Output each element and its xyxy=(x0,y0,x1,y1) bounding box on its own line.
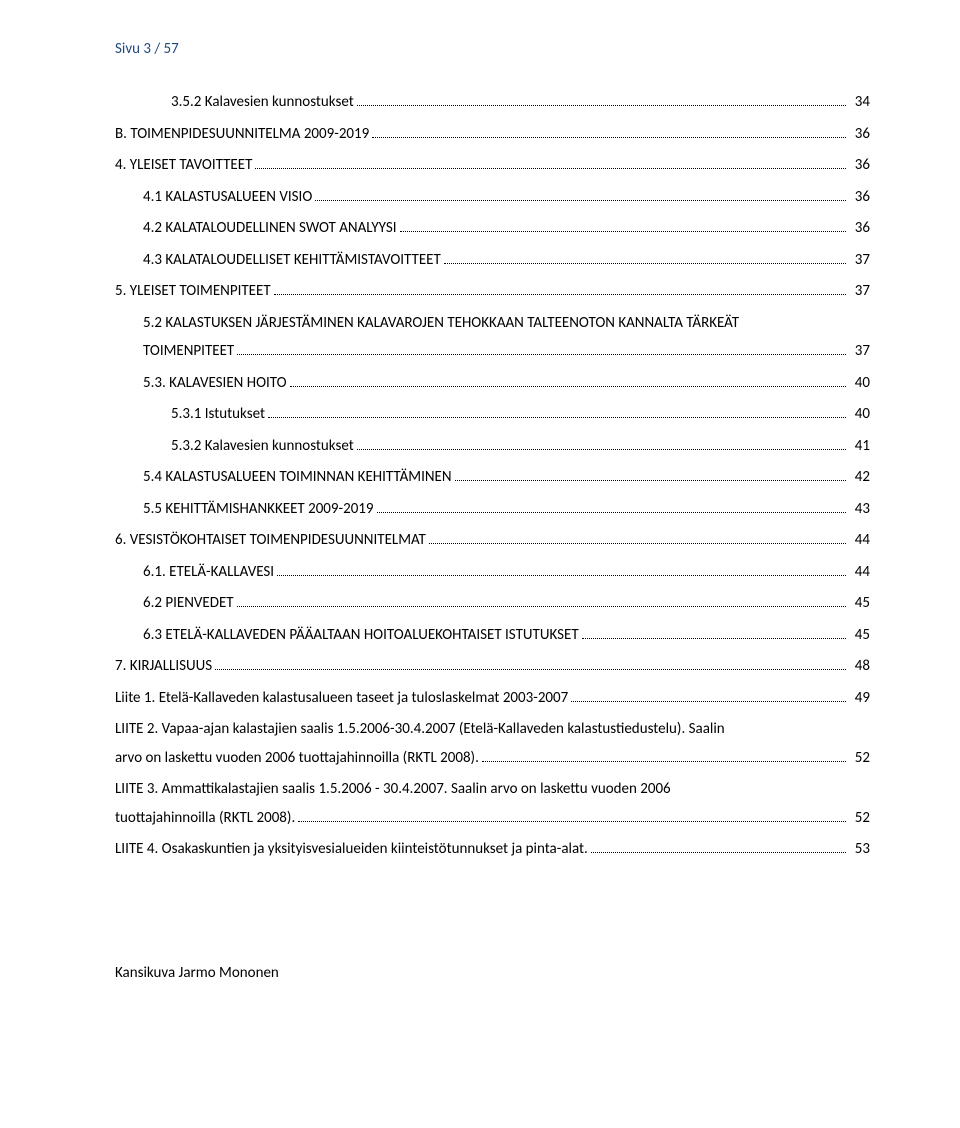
toc-entry: 6. VESISTÖKOHTAISET TOIMENPIDESUUNNITELM… xyxy=(115,526,870,555)
toc-leader-dots xyxy=(455,480,846,481)
toc-page-number: 52 xyxy=(850,804,870,833)
toc-text: tuottajahinnoilla (RKTL 2008). xyxy=(115,804,295,833)
toc-leader-dots xyxy=(429,543,846,544)
toc-text: 4.1 KALASTUSALUEEN VISIO xyxy=(143,183,312,212)
toc-page-number: 41 xyxy=(850,432,870,461)
toc-leader-dots xyxy=(357,449,846,450)
toc-page-number: 45 xyxy=(850,589,870,618)
toc-leader-dots xyxy=(268,417,846,418)
toc-entry: LIITE 2. Vapaa-ajan kalastajien saalis 1… xyxy=(115,715,870,772)
toc-page-number: 40 xyxy=(850,369,870,398)
toc-page-number: 36 xyxy=(850,120,870,149)
toc-entry: 6.2 PIENVEDET 45 xyxy=(115,589,870,618)
toc-leader-dots xyxy=(277,575,846,576)
page-indicator: Sivu 3 / 57 xyxy=(115,40,870,58)
toc-page-number: 49 xyxy=(850,684,870,713)
toc-text: B. TOIMENPIDESUUNNITELMA 2009-2019 xyxy=(115,120,369,149)
toc-text: 4.3 KALATALOUDELLISET KEHITTÄMISTAVOITTE… xyxy=(143,246,441,275)
toc-entry: 5.3. KALAVESIEN HOITO 40 xyxy=(115,369,870,398)
toc-page-number: 45 xyxy=(850,621,870,650)
toc-entry: B. TOIMENPIDESUUNNITELMA 2009-2019 36 xyxy=(115,120,870,149)
toc-text: 5.4 KALASTUSALUEEN TOIMINNAN KEHITTÄMINE… xyxy=(143,463,452,492)
toc-leader-dots xyxy=(290,386,846,387)
toc-text: 5. YLEISET TOIMENPITEET xyxy=(115,277,271,306)
toc-page-number: 36 xyxy=(850,151,870,180)
toc-entry: 4.1 KALASTUSALUEEN VISIO 36 xyxy=(115,183,870,212)
toc-text: LIITE 3. Ammattikalastajien saalis 1.5.2… xyxy=(115,775,870,804)
toc-entry: 5.3.2 Kalavesien kunnostukset 41 xyxy=(115,432,870,461)
toc-entry: LIITE 3. Ammattikalastajien saalis 1.5.2… xyxy=(115,775,870,832)
toc-leader-dots xyxy=(377,512,846,513)
toc-leader-dots xyxy=(372,137,846,138)
toc-leader-dots xyxy=(255,168,846,169)
toc-text: 6.1. ETELÄ-KALLAVESI xyxy=(143,558,274,587)
toc-page-number: 44 xyxy=(850,526,870,555)
toc-page-number: 43 xyxy=(850,495,870,524)
toc-text: 5.3.1 Istutukset xyxy=(171,400,265,429)
toc-text: 6.2 PIENVEDET xyxy=(143,589,234,618)
toc-entry: 4.3 KALATALOUDELLISET KEHITTÄMISTAVOITTE… xyxy=(115,246,870,275)
toc-text: 6. VESISTÖKOHTAISET TOIMENPIDESUUNNITELM… xyxy=(115,526,426,555)
toc-leader-dots xyxy=(444,263,846,264)
document-page: Sivu 3 / 57 3.5.2 Kalavesien kunnostukse… xyxy=(0,0,960,1128)
toc-entry: 7. KIRJALLISUUS 48 xyxy=(115,652,870,681)
toc-text: 6.3 ETELÄ-KALLAVEDEN PÄÄALTAAN HOITOALUE… xyxy=(143,621,579,650)
toc-entry: 4.2 KALATALOUDELLINEN SWOT ANALYYSI 36 xyxy=(115,214,870,243)
toc-leader-dots xyxy=(237,606,846,607)
toc-page-number: 40 xyxy=(850,400,870,429)
toc-entry: 5.4 KALASTUSALUEEN TOIMINNAN KEHITTÄMINE… xyxy=(115,463,870,492)
toc-text: LIITE 4. Osakaskuntien ja yksityisvesial… xyxy=(115,835,588,864)
toc-text: TOIMENPITEET xyxy=(143,337,234,366)
toc-leader-dots xyxy=(482,761,846,762)
toc-entry: 6.3 ETELÄ-KALLAVEDEN PÄÄALTAAN HOITOALUE… xyxy=(115,621,870,650)
toc-text: 5.3.2 Kalavesien kunnostukset xyxy=(171,432,354,461)
toc-leader-dots xyxy=(215,669,846,670)
toc-entry: 5.5 KEHITTÄMISHANKKEET 2009-2019 43 xyxy=(115,495,870,524)
toc-text: 3.5.2 Kalavesien kunnostukset xyxy=(171,88,354,117)
toc-text: Liite 1. Etelä-Kallaveden kalastusalueen… xyxy=(115,684,568,713)
toc-page-number: 37 xyxy=(850,337,870,366)
toc-text: 5.2 KALASTUKSEN JÄRJESTÄMINEN KALAVAROJE… xyxy=(143,309,870,338)
toc-page-number: 34 xyxy=(850,88,870,117)
toc-text: 7. KIRJALLISUUS xyxy=(115,652,212,681)
toc-leader-dots xyxy=(315,200,846,201)
toc-page-number: 37 xyxy=(850,246,870,275)
toc-entry: 5. YLEISET TOIMENPITEET 37 xyxy=(115,277,870,306)
toc-page-number: 44 xyxy=(850,558,870,587)
toc-entry: 5.2 KALASTUKSEN JÄRJESTÄMINEN KALAVAROJE… xyxy=(115,309,870,366)
toc-entry: 4. YLEISET TAVOITTEET 36 xyxy=(115,151,870,180)
toc-page-number: 37 xyxy=(850,277,870,306)
toc-entry: LIITE 4. Osakaskuntien ja yksityisvesial… xyxy=(115,835,870,864)
toc-page-number: 36 xyxy=(850,214,870,243)
toc-leader-dots xyxy=(274,294,846,295)
toc-text: 5.3. KALAVESIEN HOITO xyxy=(143,369,287,398)
toc-text: 5.5 KEHITTÄMISHANKKEET 2009-2019 xyxy=(143,495,374,524)
toc-leader-dots xyxy=(357,105,846,106)
toc-entry: Liite 1. Etelä-Kallaveden kalastusalueen… xyxy=(115,684,870,713)
toc-leader-dots xyxy=(591,852,846,853)
toc-page-number: 36 xyxy=(850,183,870,212)
toc-text: 4.2 KALATALOUDELLINEN SWOT ANALYYSI xyxy=(143,214,397,243)
table-of-contents: 3.5.2 Kalavesien kunnostukset 34 B. TOIMEN… xyxy=(115,88,870,864)
toc-page-number: 53 xyxy=(850,835,870,864)
toc-entry: 3.5.2 Kalavesien kunnostukset 34 xyxy=(115,88,870,117)
toc-page-number: 42 xyxy=(850,463,870,492)
toc-page-number: 48 xyxy=(850,652,870,681)
toc-page-number: 52 xyxy=(850,744,870,773)
toc-text: arvo on laskettu vuoden 2006 tuottajahin… xyxy=(115,744,479,773)
toc-text: LIITE 2. Vapaa-ajan kalastajien saalis 1… xyxy=(115,715,870,744)
toc-leader-dots xyxy=(298,821,846,822)
toc-leader-dots xyxy=(571,701,846,702)
toc-leader-dots xyxy=(582,638,846,639)
toc-leader-dots xyxy=(237,354,846,355)
toc-text: 4. YLEISET TAVOITTEET xyxy=(115,151,252,180)
toc-entry: 6.1. ETELÄ-KALLAVESI 44 xyxy=(115,558,870,587)
cover-image-caption: Kansikuva Jarmo Mononen xyxy=(115,964,870,982)
toc-entry: 5.3.1 Istutukset 40 xyxy=(115,400,870,429)
toc-leader-dots xyxy=(400,231,846,232)
